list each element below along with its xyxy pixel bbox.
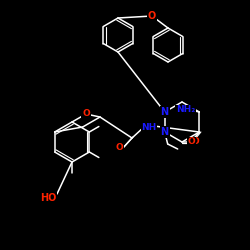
Text: O: O [191, 138, 199, 146]
Text: NH₂: NH₂ [176, 106, 195, 114]
Text: N: N [160, 107, 169, 117]
Text: N: N [160, 127, 169, 137]
Text: NH: NH [142, 122, 156, 132]
Text: O: O [188, 138, 195, 146]
Text: O: O [148, 11, 156, 21]
Text: O: O [82, 110, 90, 118]
Text: O: O [115, 144, 123, 152]
Text: HO: HO [40, 193, 56, 203]
